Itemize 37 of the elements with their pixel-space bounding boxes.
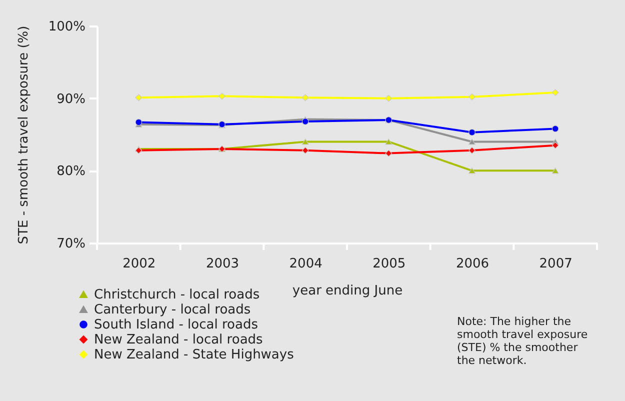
point — [302, 118, 309, 125]
point — [385, 94, 392, 102]
point — [552, 125, 559, 132]
x-axis-title: year ending June — [292, 284, 403, 298]
y-tick-label: 90% — [56, 92, 86, 107]
x-tick-label: 2007 — [539, 256, 572, 272]
point — [302, 94, 309, 102]
y-tick-label: 80% — [56, 164, 86, 180]
legend-label: South Island - local roads — [94, 318, 258, 332]
point — [302, 138, 309, 145]
x-tick-label: 2002 — [122, 256, 156, 272]
y-tick-label: 100% — [48, 20, 86, 34]
y-axis-title: STE - smooth travel exposure (%) — [16, 26, 32, 244]
point — [468, 168, 476, 174]
point — [385, 150, 392, 157]
point — [468, 128, 476, 136]
point — [218, 92, 226, 100]
x-tick-label: 2004 — [289, 256, 322, 272]
y-tick-label: 70% — [56, 236, 86, 252]
point — [552, 89, 559, 96]
legend-label: New Zealand - State Highways — [94, 348, 294, 362]
point — [135, 94, 142, 102]
x-tick-label: 2005 — [372, 256, 406, 272]
point — [552, 168, 559, 174]
text: Note: The higher the smooth travel exposure (STE) % the smoother the network. — [457, 315, 588, 367]
point — [135, 118, 142, 126]
point — [468, 146, 476, 154]
point — [552, 142, 559, 149]
point — [385, 138, 392, 145]
point — [468, 93, 476, 100]
legend-label: Canterbury - local roads — [94, 302, 251, 318]
x-tick-label: 2006 — [456, 256, 490, 272]
x-tick-label: 2003 — [206, 256, 240, 272]
legend-label: New Zealand - local roads — [94, 332, 264, 348]
point — [302, 146, 309, 154]
point — [468, 138, 476, 145]
legend-label: Christchurch - local roads — [94, 288, 260, 302]
